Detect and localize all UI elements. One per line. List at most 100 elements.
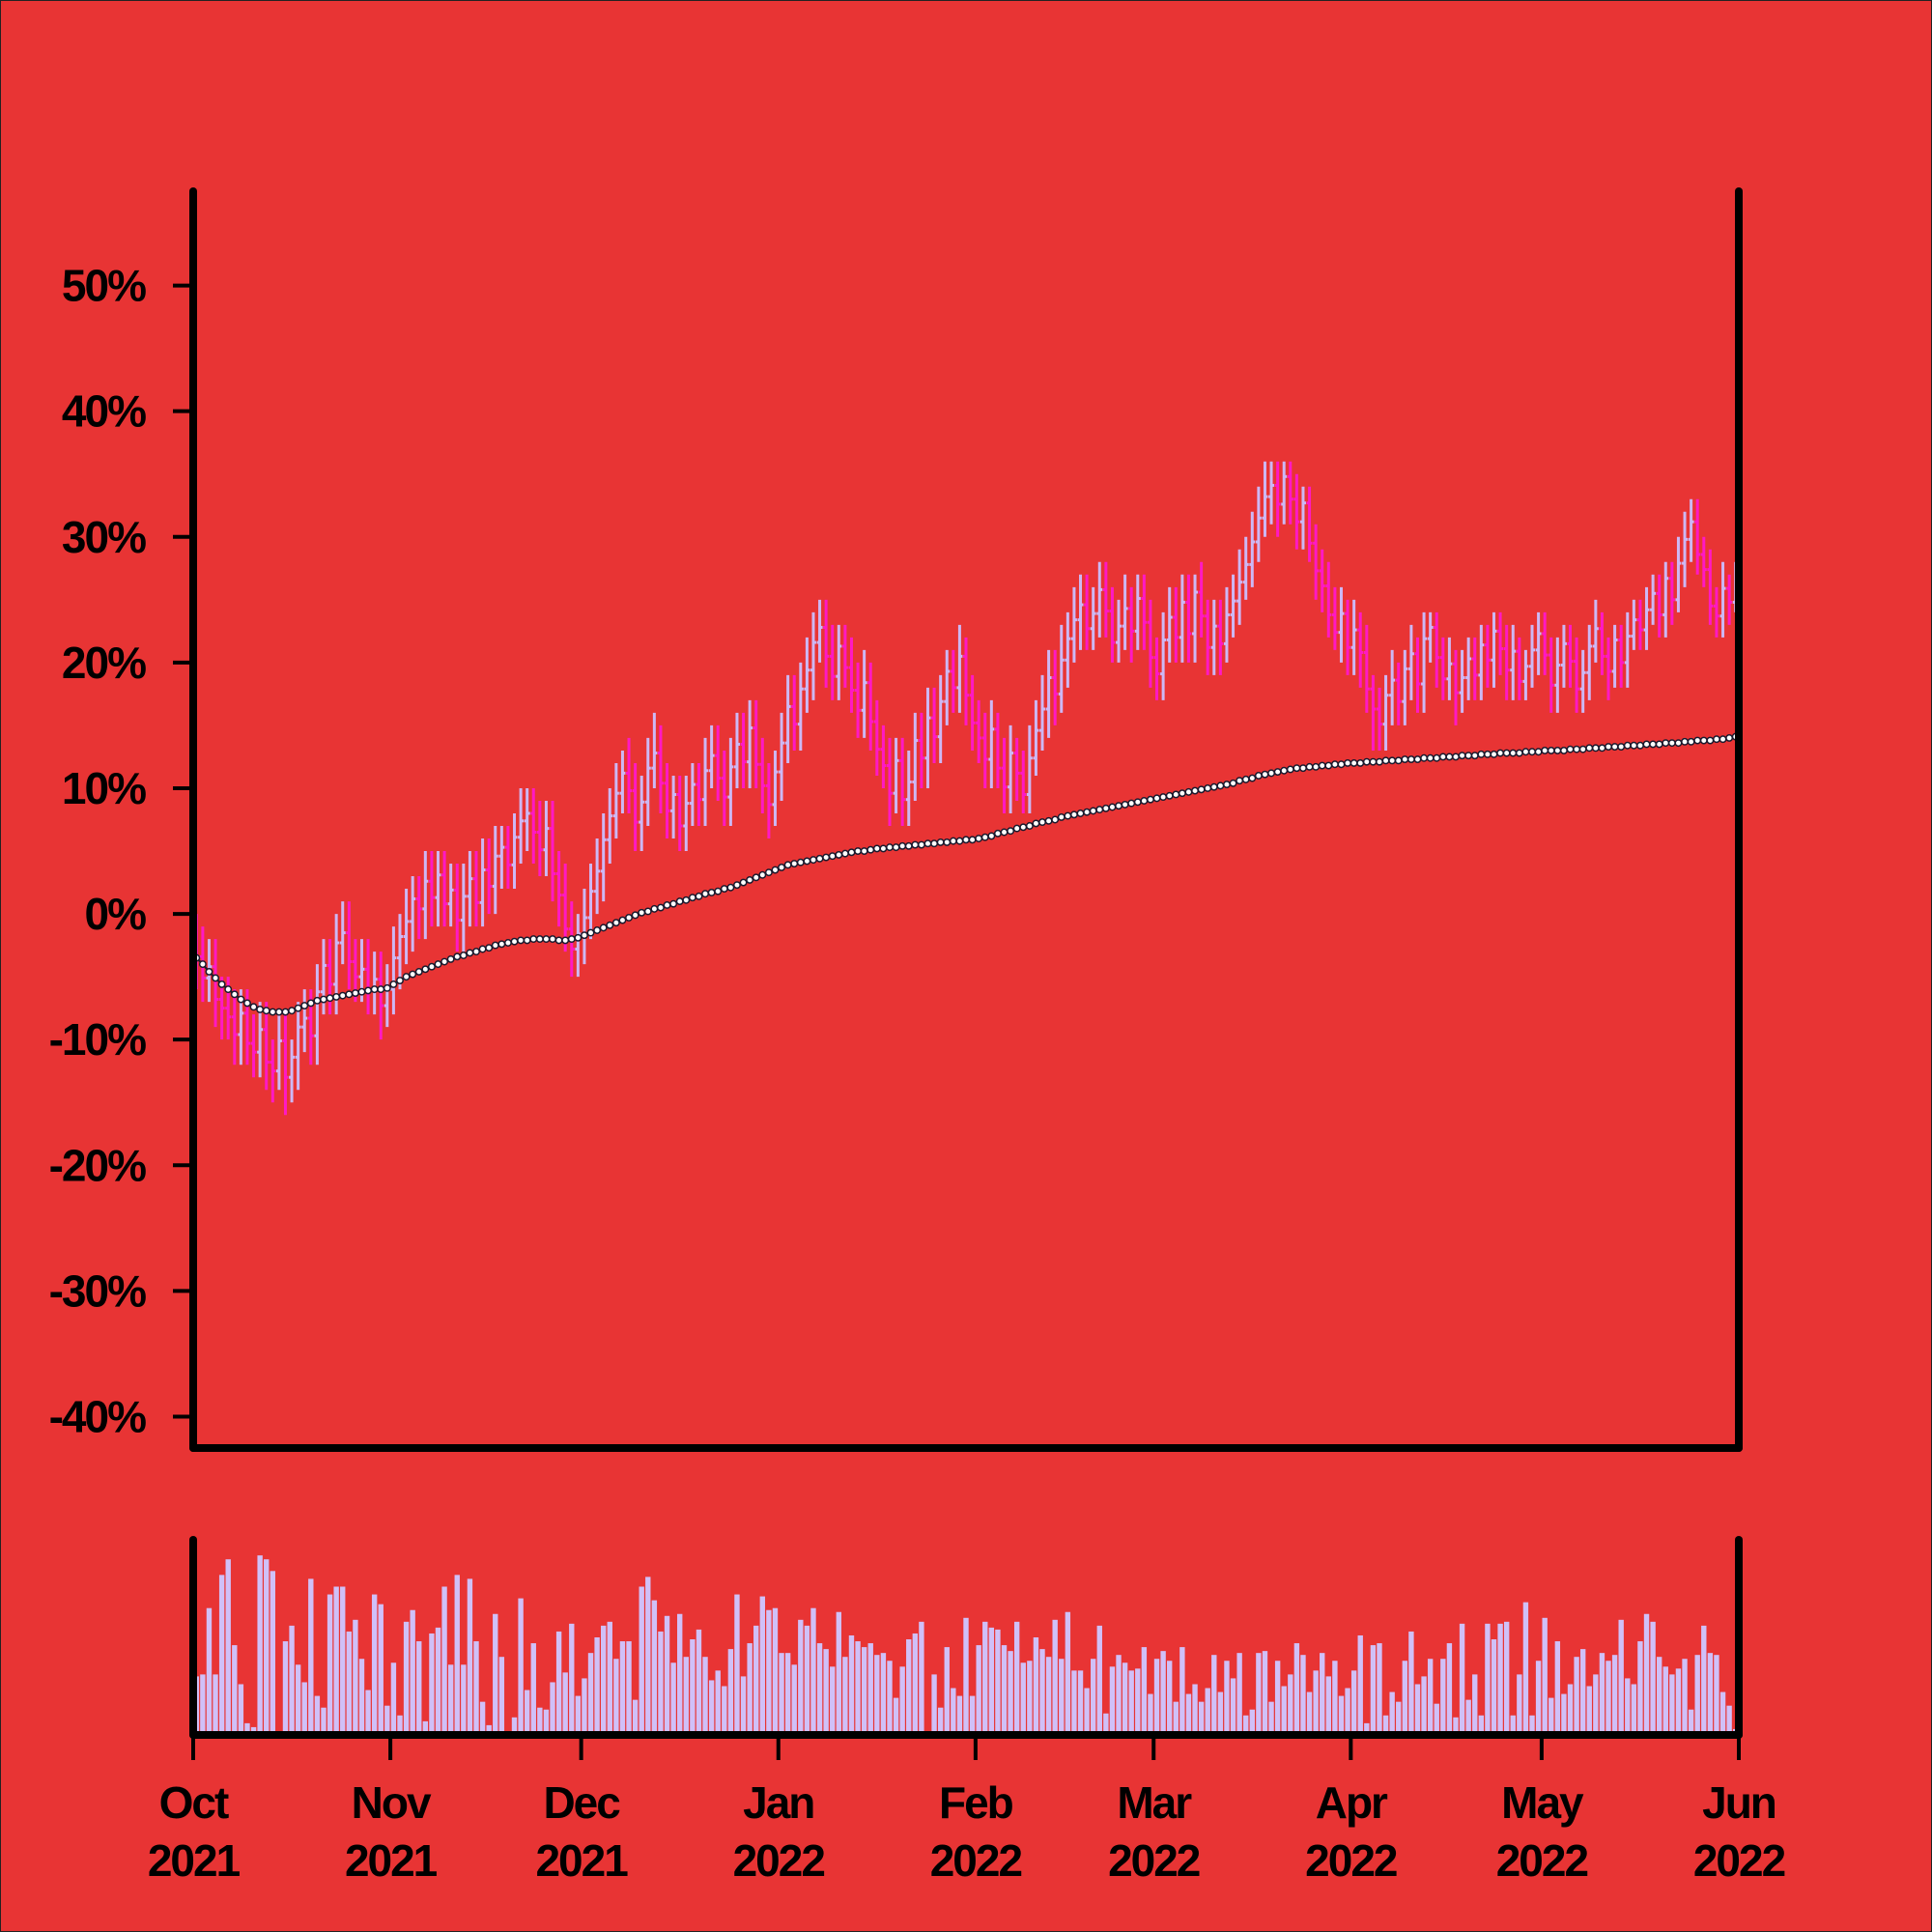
moving-average-point: [1337, 760, 1346, 769]
moving-average-point: [262, 1007, 270, 1015]
moving-average-point: [427, 962, 436, 971]
volume-bar: [1446, 1643, 1453, 1735]
moving-average-point: [561, 936, 570, 945]
moving-average-point: [1076, 810, 1085, 817]
moving-average-point: [440, 957, 449, 966]
moving-average-point: [370, 985, 379, 994]
moving-average-point: [1452, 753, 1460, 761]
volume-bar: [1332, 1661, 1338, 1735]
moving-average-point: [1248, 774, 1257, 782]
volume-bar: [1325, 1676, 1332, 1735]
moving-average-point: [1623, 741, 1632, 750]
volume-bar: [1071, 1670, 1077, 1735]
moving-average-point: [249, 1003, 258, 1011]
volume-bar: [1567, 1684, 1574, 1735]
volume-bar: [982, 1621, 988, 1735]
volume-bar: [435, 1627, 441, 1735]
volume-bar: [1650, 1621, 1656, 1735]
moving-average-point: [224, 985, 233, 994]
volume-bar: [874, 1655, 880, 1735]
moving-average-point: [1369, 757, 1378, 766]
x-tick-label: 2021: [148, 1835, 241, 1886]
moving-average-point: [1350, 759, 1358, 767]
volume-bar: [1491, 1639, 1497, 1735]
moving-average-point: [535, 935, 544, 944]
moving-average-point: [1204, 784, 1212, 792]
volume-bar: [327, 1594, 333, 1735]
moving-average-point: [1649, 740, 1658, 749]
moving-average-point: [752, 873, 760, 882]
moving-average-point: [230, 990, 239, 999]
volume-bar: [1593, 1674, 1599, 1735]
moving-average-point: [1490, 750, 1498, 758]
volume-bar: [855, 1641, 861, 1735]
moving-average-point: [962, 836, 970, 844]
volume-bar: [727, 1649, 734, 1735]
volume-bar: [543, 1709, 550, 1735]
volume-bar: [715, 1670, 721, 1735]
moving-average-point: [256, 1006, 265, 1013]
volume-bar: [206, 1607, 213, 1735]
moving-average-point: [320, 995, 327, 1004]
y-tick-label: -30%: [49, 1265, 146, 1316]
moving-average-point: [1413, 755, 1422, 764]
moving-average-point: [542, 935, 551, 944]
moving-average-point: [682, 895, 691, 904]
moving-average-point: [1464, 752, 1473, 760]
volume-bar: [1574, 1657, 1579, 1735]
volume-bar: [225, 1559, 231, 1735]
moving-average-point: [1362, 757, 1371, 766]
y-tick-label: 40%: [62, 386, 146, 437]
volume-bar: [645, 1577, 651, 1735]
volume-bar: [403, 1621, 410, 1735]
moving-average-point: [1051, 815, 1060, 824]
volume-bar: [1542, 1617, 1548, 1735]
moving-average-point: [847, 848, 856, 857]
volume-bar: [1414, 1684, 1421, 1735]
moving-average-point: [1496, 749, 1505, 757]
moving-average-point: [549, 935, 556, 944]
volume-bar: [257, 1555, 263, 1735]
moving-average-point: [1038, 818, 1046, 827]
moving-average-point: [599, 923, 608, 932]
x-tick-label: 2022: [733, 1835, 825, 1886]
moving-average-point: [923, 839, 932, 848]
volume-bar: [1726, 1705, 1732, 1735]
volume-bar: [1262, 1651, 1268, 1735]
moving-average-point: [733, 881, 741, 890]
volume-bar: [429, 1633, 435, 1735]
moving-average-point: [1719, 735, 1727, 744]
moving-average-point: [854, 847, 863, 855]
y-tick-label: -20%: [49, 1140, 146, 1190]
volume-bar: [1160, 1651, 1166, 1735]
volume-bar: [1077, 1670, 1084, 1735]
moving-average-point: [1713, 735, 1720, 744]
moving-average-point: [446, 954, 455, 963]
moving-average-point: [764, 868, 773, 877]
volume-bar: [766, 1609, 772, 1735]
volume-bar: [238, 1684, 244, 1735]
moving-average-point: [1209, 782, 1218, 791]
x-tick-label: Jan: [743, 1777, 813, 1828]
x-tick-label: Feb: [939, 1777, 1013, 1828]
moving-average-point: [867, 845, 875, 854]
moving-average-point: [778, 863, 786, 871]
moving-average-point: [1706, 736, 1715, 745]
volume-bar: [651, 1600, 658, 1735]
y-tick-label: 0%: [85, 889, 147, 939]
volume-bar: [1192, 1684, 1198, 1735]
y-tick-label: -10%: [49, 1014, 146, 1065]
volume-bar: [1109, 1666, 1116, 1735]
moving-average-point: [351, 989, 359, 997]
volume-bar: [1701, 1625, 1707, 1735]
moving-average-point: [1254, 772, 1263, 780]
moving-average-point: [1667, 739, 1676, 748]
moving-average-point: [917, 840, 925, 849]
volume-bar: [708, 1680, 715, 1735]
moving-average-point: [1483, 750, 1492, 758]
moving-average-point: [1293, 764, 1301, 773]
x-tick-label: 2022: [1693, 1835, 1785, 1886]
volume-bar: [1013, 1621, 1020, 1735]
volume-bar: [956, 1695, 963, 1735]
moving-average-point: [1019, 823, 1028, 832]
